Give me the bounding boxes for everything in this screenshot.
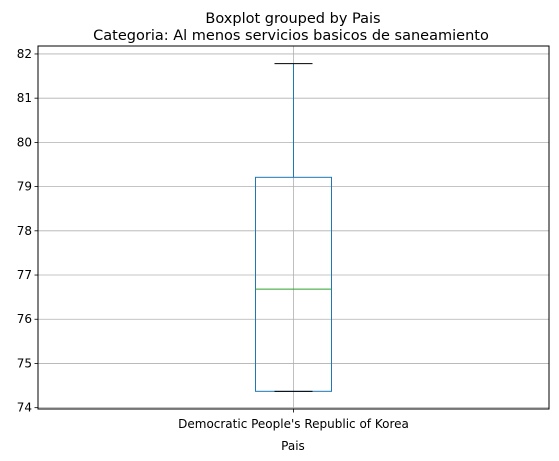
y-tick-label: 77 xyxy=(17,268,32,282)
box-layer xyxy=(255,63,332,392)
y-tick-label: 76 xyxy=(17,312,32,326)
tick-layer: 74 75 76 77 78 79 80 81 82 Democratic People's Re… xyxy=(17,47,409,431)
y-tick-label: 78 xyxy=(17,224,32,238)
grid-layer xyxy=(38,46,549,409)
y-tick-label: 81 xyxy=(17,91,32,105)
chart-title: Categoria: Al menos servicios basicos de… xyxy=(93,28,489,44)
y-tick-label: 80 xyxy=(17,135,32,149)
y-tick-label: 82 xyxy=(17,47,32,61)
x-axis-label: Pais xyxy=(281,439,305,453)
chart-suptitle: Boxplot grouped by Pais xyxy=(205,11,380,27)
y-tick-label: 75 xyxy=(17,356,32,370)
y-tick-label: 74 xyxy=(17,401,32,415)
x-tick-label: Democratic People's Republic of Korea xyxy=(178,417,409,431)
plot-area-frame xyxy=(37,45,550,410)
y-tick-label: 79 xyxy=(17,180,32,194)
